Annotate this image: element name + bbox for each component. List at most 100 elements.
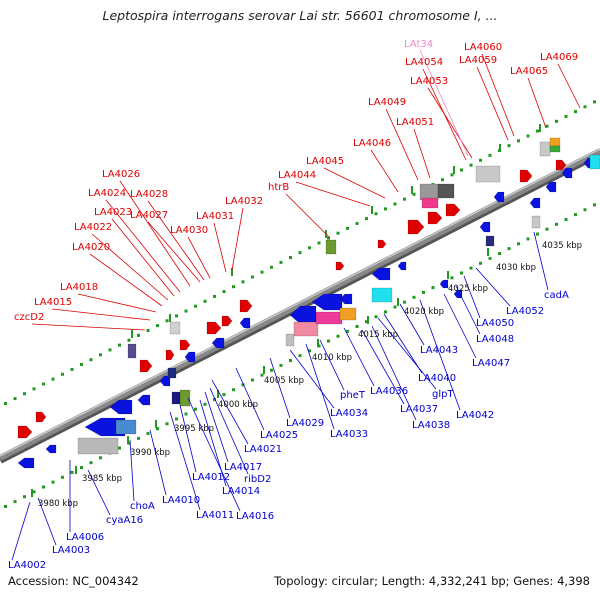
ruler-dot	[175, 314, 178, 318]
ruler-dot	[593, 100, 596, 104]
reverse-gene-arrow	[397, 261, 407, 271]
reverse-gene-arrow	[479, 221, 491, 233]
reverse-gene-arrow	[211, 337, 225, 349]
ruler-dot	[507, 247, 511, 251]
ruler-dot	[479, 158, 482, 162]
gene-block	[531, 215, 541, 229]
gene-label-la4037: LA4037	[400, 404, 438, 415]
ruler-dot	[441, 178, 444, 182]
ruler-dot	[450, 173, 454, 177]
gene-label-la4021: LA4021	[244, 444, 282, 455]
gene-label-la4002: LA4002	[8, 560, 46, 571]
gene-label-la4069: LA4069	[540, 52, 578, 63]
gene-block	[171, 391, 181, 405]
ruler-dot	[393, 305, 397, 309]
ruler-dot	[564, 217, 568, 221]
gene-label-la4017: LA4017	[224, 462, 262, 473]
leader-line	[91, 233, 169, 301]
gene-label-la4012: LA4012	[192, 472, 230, 483]
scale-label: 4025 kbp	[448, 284, 488, 294]
ruler-dot	[365, 320, 368, 324]
leader-line	[295, 181, 371, 207]
ruler-dot	[355, 324, 359, 328]
gene-label-la4027: LA4027	[130, 210, 168, 221]
leader-line	[149, 429, 167, 496]
scale-label: 4020 kbp	[404, 307, 444, 317]
gene-labels: czcD2LA4015LA4018LA4020LA4022LA4023LA402…	[8, 39, 578, 571]
ruler-dot	[165, 422, 169, 426]
ruler-dot	[469, 266, 473, 270]
upper-ruler-track	[4, 100, 596, 405]
ruler-dot	[222, 290, 226, 294]
ruler-dot	[51, 480, 55, 484]
gene-label-la4049: LA4049	[368, 97, 406, 108]
ruler-dot	[384, 310, 387, 314]
gene-label-la4025: LA4025	[260, 430, 298, 441]
ruler-dot	[89, 461, 93, 465]
scale-labels: 3980 kbp 3985 kbp 3990 kbp 3995 kbp 4000 kbp…	[38, 241, 582, 509]
ruler-dot	[450, 276, 454, 280]
leader-line	[527, 77, 547, 129]
gene-label-cada: cadA	[544, 290, 569, 301]
gene-label-la4065: LA4065	[510, 66, 548, 77]
ruler-dot	[365, 217, 368, 221]
leader-line	[89, 253, 163, 307]
leader-line	[323, 167, 386, 199]
leader-line	[533, 231, 549, 291]
ruler-dot	[156, 427, 159, 431]
gene-block	[549, 137, 561, 147]
gene-label-la4026: LA4026	[102, 169, 140, 180]
scale-label: 4000 kbp	[218, 400, 258, 410]
reverse-gene-arrow	[339, 293, 353, 305]
ruler-dot	[4, 504, 7, 508]
leader-line	[422, 68, 467, 161]
scale-label: 4035 kbp	[542, 241, 582, 251]
ruler-dot	[108, 348, 112, 352]
ruler-dot	[422, 290, 425, 294]
topology-text: Topology: circular; Length: 4,332,241 bp…	[274, 574, 590, 588]
ruler-dot	[583, 208, 587, 212]
ruler-dot	[498, 252, 501, 256]
leader-line	[147, 221, 201, 283]
leader-line	[377, 317, 437, 390]
forward-gene-arrow	[555, 159, 567, 171]
forward-gene-arrow	[239, 299, 253, 313]
gene-block	[485, 235, 495, 247]
ruler-dot	[146, 328, 150, 332]
leader-line	[169, 411, 201, 511]
gene-label-la4052: LA4052	[506, 306, 544, 317]
gene-block	[339, 307, 357, 321]
ruler-dot	[346, 226, 349, 230]
gene-label-la4051: LA4051	[396, 117, 434, 128]
gene-label-la4040: LA4040	[418, 373, 456, 384]
gene-label-la4036: LA4036	[370, 386, 408, 397]
accession-text: Accession: NC_004342	[8, 574, 139, 588]
gene-block	[421, 197, 439, 209]
reverse-gene-arrow	[561, 167, 573, 179]
gene-block	[589, 154, 600, 170]
ruler-dot	[13, 500, 17, 504]
ruler-dot	[526, 134, 530, 138]
gene-block	[475, 165, 501, 183]
gene-label-la4014: LA4014	[222, 486, 260, 497]
gene-label-la4023: LA4023	[94, 207, 132, 218]
ruler-dot	[241, 280, 245, 284]
leader-line	[427, 87, 473, 159]
ruler-dot	[184, 309, 188, 313]
ruler-dot	[308, 349, 311, 353]
ruler-dot	[70, 367, 74, 371]
ruler-dot	[327, 339, 330, 343]
leader-line	[147, 200, 205, 281]
gene-label-la4016: LA4016	[236, 511, 274, 522]
ruler-dot	[289, 359, 292, 363]
leader-line	[187, 397, 241, 512]
ruler-dot	[460, 271, 463, 275]
ruler-dot	[488, 153, 492, 157]
reverse-gene-arrow	[493, 191, 505, 203]
ruler-dot	[327, 236, 330, 240]
scale-label: 4030 kbp	[496, 263, 536, 273]
ruler-dot	[156, 324, 159, 328]
ruler-dot	[555, 119, 558, 123]
ruler-dot	[118, 446, 121, 450]
